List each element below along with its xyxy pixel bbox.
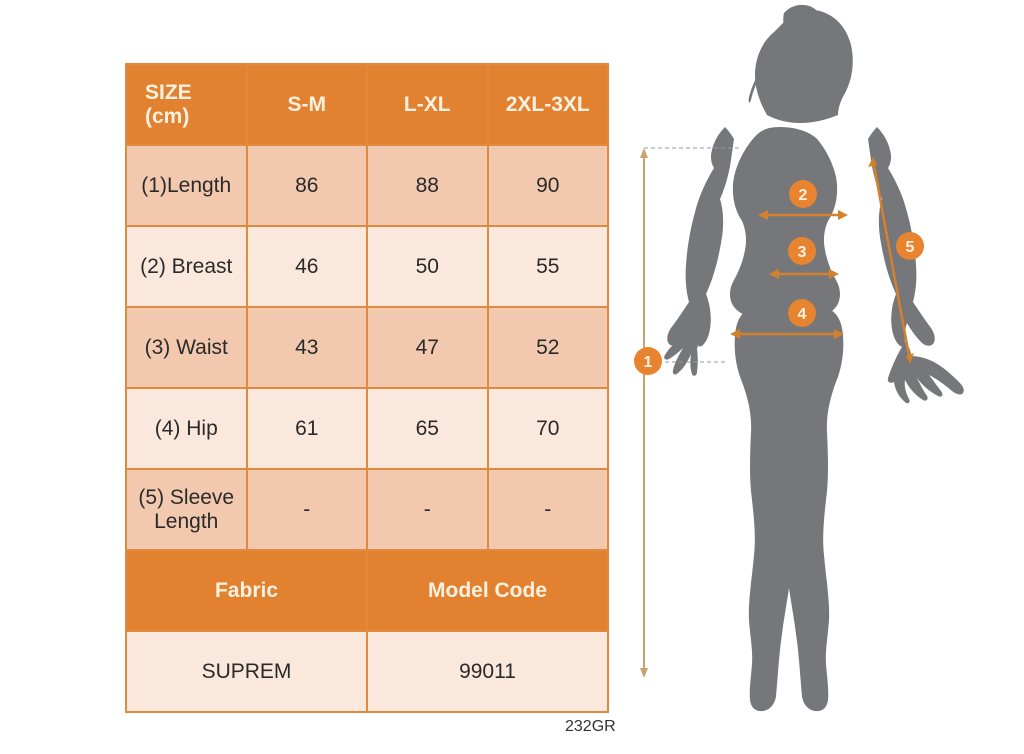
svg-text:5: 5 <box>906 239 915 256</box>
svg-text:3: 3 <box>798 244 807 261</box>
svg-text:2: 2 <box>799 187 808 204</box>
svg-text:4: 4 <box>798 306 807 323</box>
svg-text:1: 1 <box>644 354 653 371</box>
